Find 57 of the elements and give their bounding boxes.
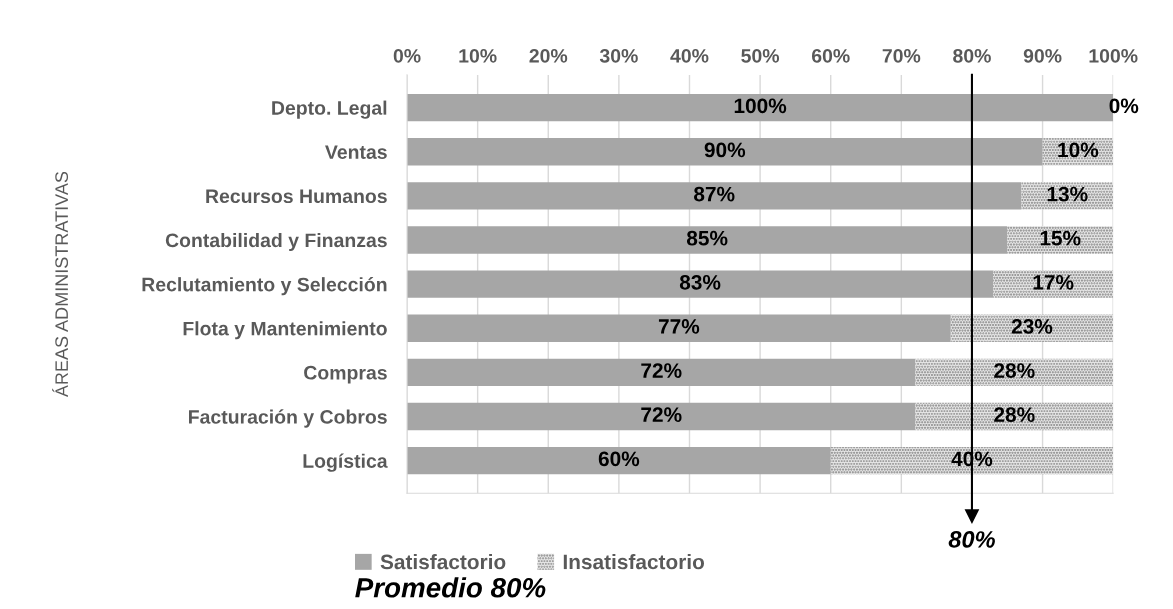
y-tick-label: Contabilidad y Finanzas — [165, 232, 387, 252]
data-label: 13% — [1047, 186, 1088, 202]
x-tick-label: 50% — [741, 48, 780, 63]
bar — [915, 402, 1114, 431]
data-label: 10% — [1058, 142, 1099, 158]
data-label: 60% — [598, 451, 640, 467]
x-tick-label: 20% — [529, 48, 568, 63]
data-label: 28% — [994, 363, 1035, 378]
bar — [407, 270, 994, 298]
x-tick-label: 30% — [599, 48, 638, 63]
bar — [1007, 226, 1114, 254]
data-label: 0% — [1109, 98, 1139, 114]
y-tick-label: Compras — [304, 365, 387, 384]
bar — [915, 358, 1114, 387]
x-tick-label: 60% — [811, 48, 850, 63]
x-tick-label: 70% — [882, 48, 921, 63]
bar — [407, 446, 831, 475]
y-tick-label: Ventas — [325, 145, 387, 159]
x-tick-label: 100% — [1089, 48, 1138, 63]
data-label: 72% — [641, 407, 682, 423]
data-label: 17% — [1033, 274, 1074, 290]
bar — [1021, 182, 1114, 210]
x-tick-label: 0% — [393, 48, 421, 63]
bar — [407, 402, 916, 431]
legend-label: Satisfactorio — [380, 553, 506, 570]
bar — [407, 314, 951, 342]
y-tick-label: Logística — [303, 453, 388, 472]
bar — [830, 446, 1114, 475]
bar — [407, 226, 1008, 254]
bar — [950, 314, 1114, 342]
data-label: 87% — [694, 186, 735, 202]
legend-label: Insatisfactorio — [563, 553, 704, 570]
data-label: 72% — [641, 363, 682, 378]
data-label: 15% — [1040, 230, 1081, 246]
y-axis-title: ÁREAS ADMINISTRATIVAS — [52, 171, 69, 398]
bar — [407, 182, 1022, 210]
y-tick-label: Flota y Mantenimiento — [183, 321, 387, 340]
x-tick-label: 10% — [459, 48, 497, 63]
data-label: 100% — [734, 98, 787, 114]
y-tick-label: Facturación y Cobros — [189, 409, 387, 428]
ref-line-label: 80% — [948, 531, 995, 548]
x-tick-label: 80% — [953, 48, 991, 63]
x-tick-label: 40% — [670, 48, 709, 63]
bar — [993, 270, 1114, 298]
bar — [407, 358, 916, 387]
x-tick-label: 90% — [1023, 48, 1062, 63]
data-label: 85% — [686, 230, 728, 246]
bar — [407, 138, 1043, 166]
data-label: 90% — [704, 142, 746, 158]
data-label: 23% — [1011, 319, 1053, 334]
y-tick-label: Depto. Legal — [272, 100, 387, 119]
data-label: 28% — [994, 407, 1035, 423]
text: Promedio 80% — [355, 577, 546, 598]
y-tick-label: Reclutamiento y Selección — [142, 276, 387, 296]
data-label: 83% — [679, 274, 721, 290]
y-tick-label: Recursos Humanos — [206, 189, 387, 204]
data-label: 77% — [658, 319, 700, 334]
